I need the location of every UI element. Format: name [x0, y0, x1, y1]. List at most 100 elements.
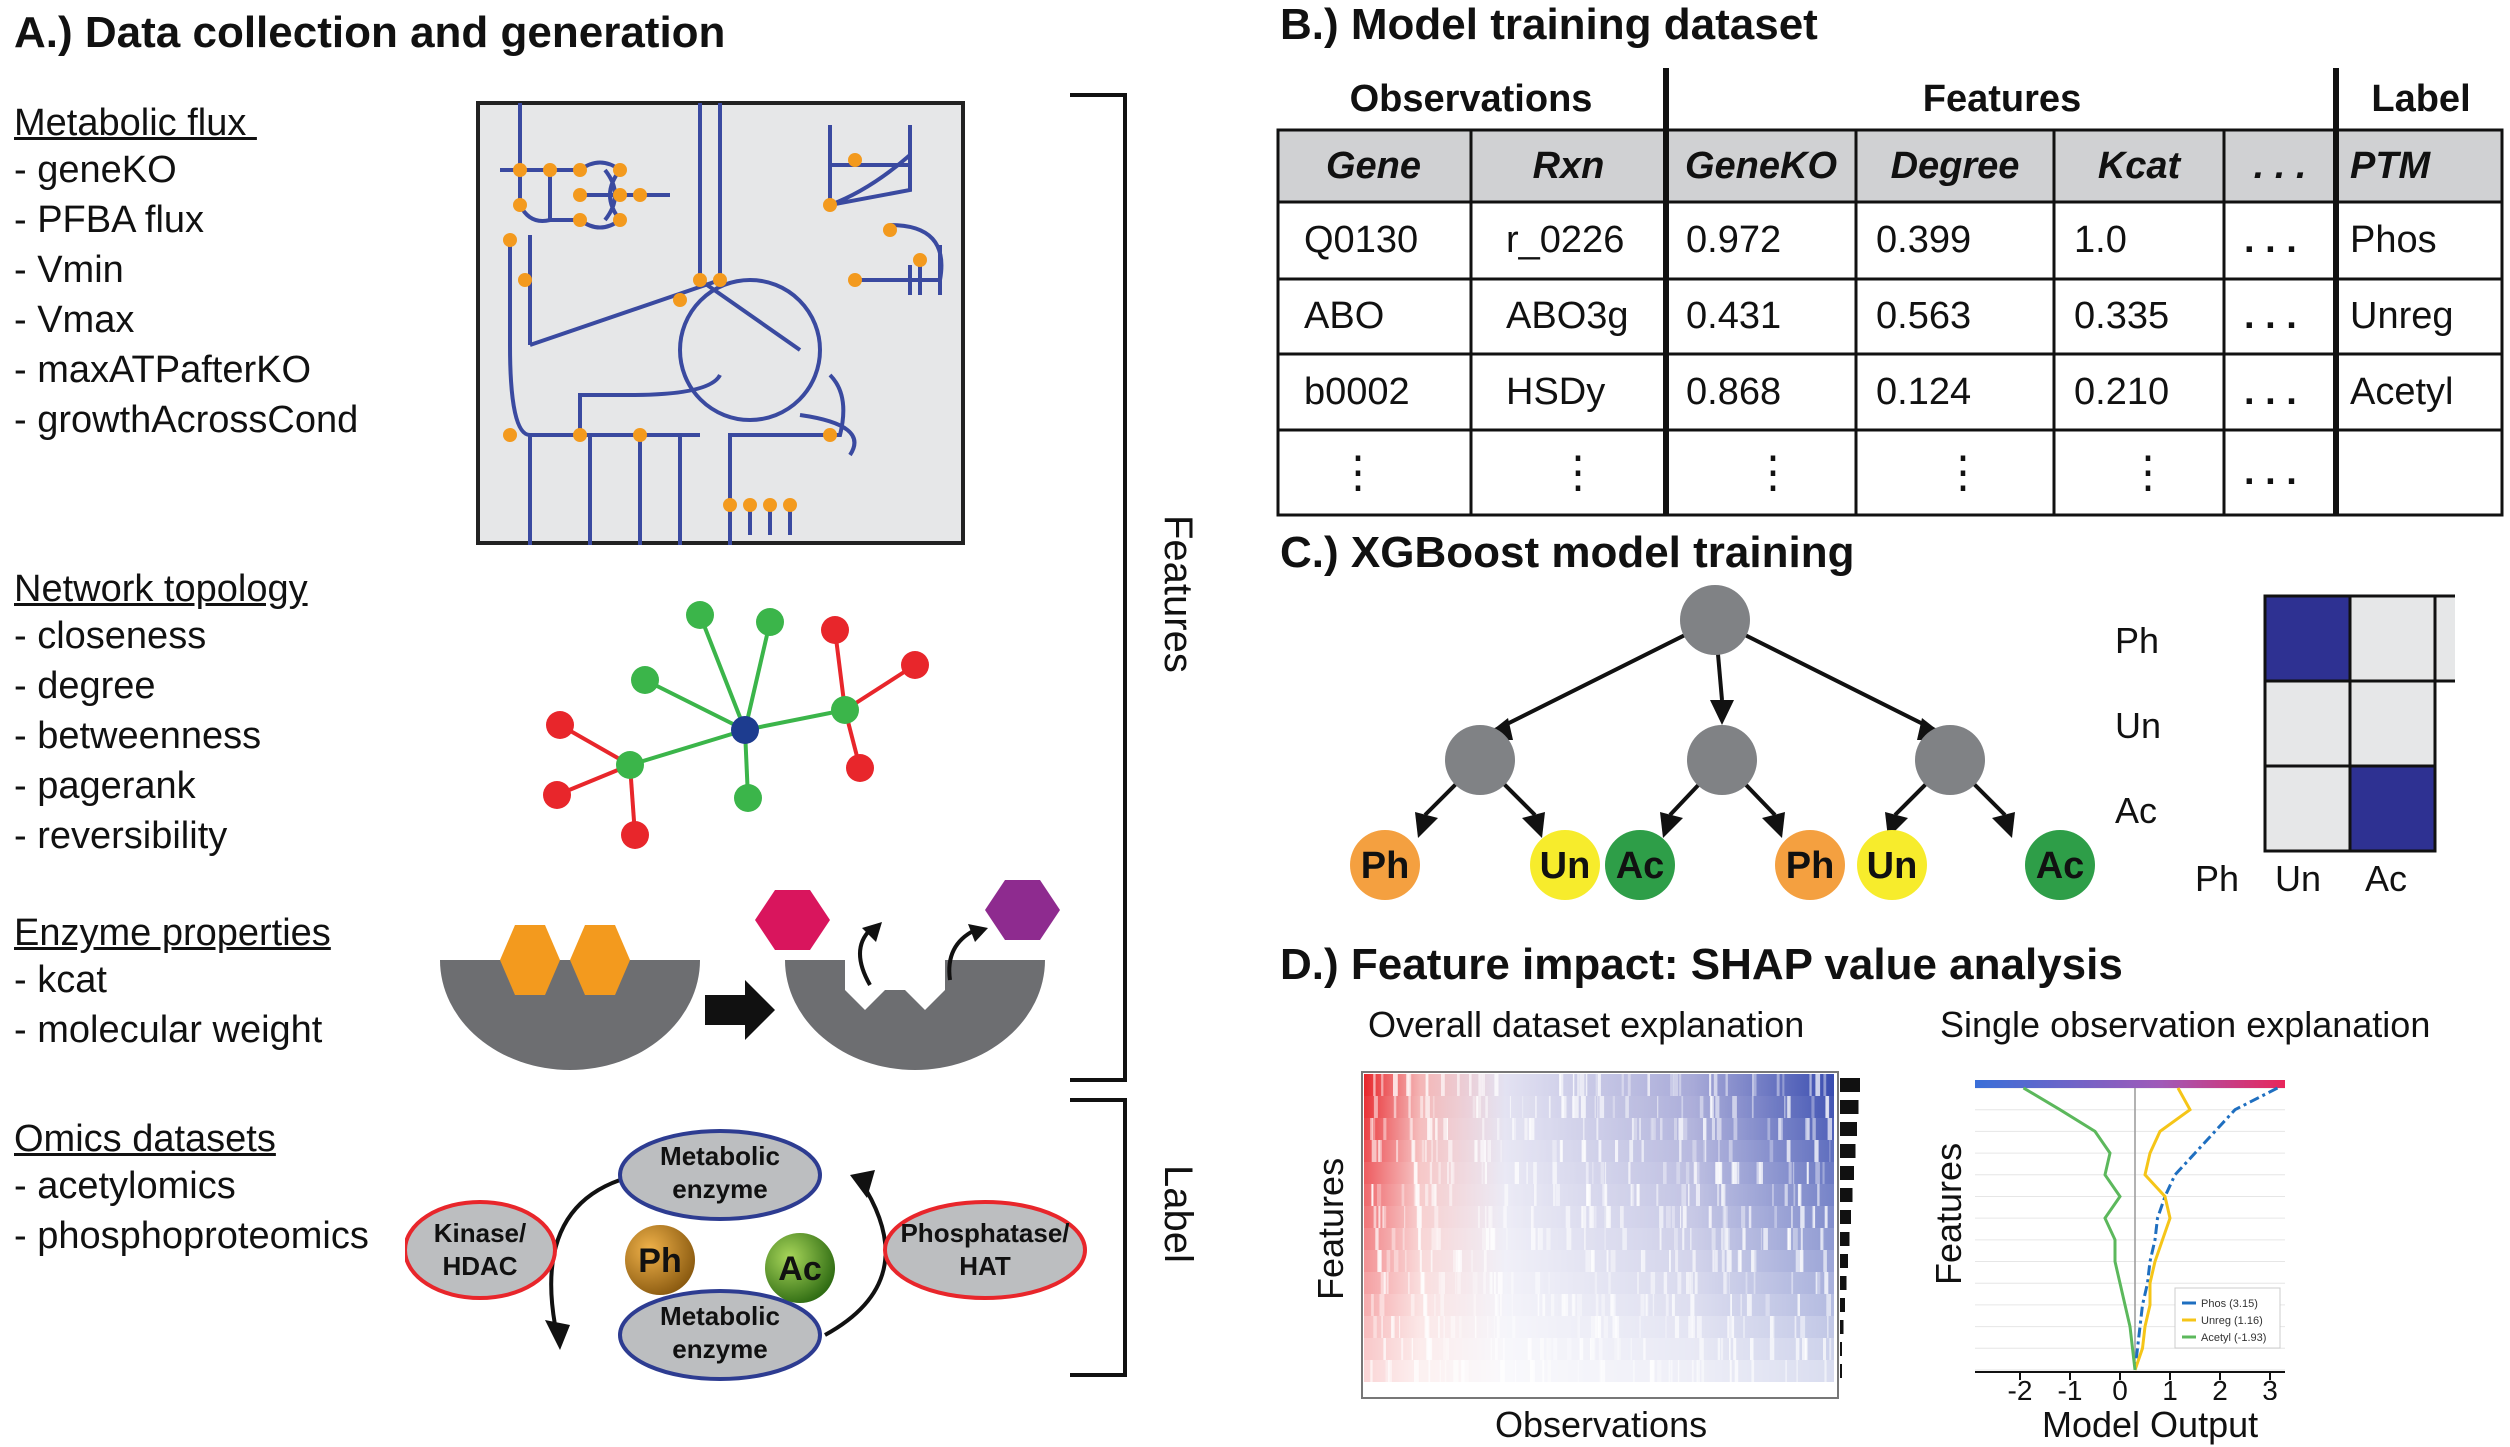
shap-line-chart: -2 -1 0 1 2 3 Phos (3.15) Unreg (1.16) Acetyl…: [1975, 1080, 2285, 1400]
metabolic-enzyme-bottom: [618, 1289, 822, 1381]
heatmap-row: [1364, 1118, 1834, 1140]
panel-a-title: A.) Data collection and generation: [14, 8, 726, 57]
leaf-un: [1530, 830, 1600, 900]
col-kcat: Kcat: [2097, 144, 2181, 187]
kinase-line1: Kinase/: [434, 1218, 527, 1248]
importance-bar: [1840, 1078, 1860, 1092]
series-line: [2133, 1087, 2192, 1371]
ac-badge: [765, 1233, 835, 1303]
list-item: - degree: [14, 665, 156, 707]
group-features: Features: [1922, 77, 2082, 120]
heatmap-row: [1364, 1338, 1834, 1360]
cell: 0.972: [1686, 219, 1782, 261]
legend-acetyl: Acetyl (-1.93): [2201, 1332, 2266, 1344]
importance-bar: [1840, 1122, 1857, 1136]
heatmap-row: [1364, 1140, 1834, 1162]
label-bracket-label: Label: [1156, 1165, 1200, 1263]
shap-heatmap: [1361, 1071, 1860, 1399]
list-item: - betweenness: [14, 715, 262, 757]
list-item: - growthAcrossCond: [14, 399, 359, 441]
matrix-col-un: Un: [2275, 858, 2322, 899]
heatmap-row: [1364, 1206, 1834, 1228]
leaf-label: Un: [1867, 845, 1918, 887]
leaf-label: Un: [1540, 845, 1591, 887]
importance-bar: [1840, 1298, 1845, 1312]
cell: 0.210: [2074, 370, 2170, 413]
cell: ⋮: [1336, 448, 1380, 497]
legend-phos: Phos (3.15): [2201, 1298, 2258, 1310]
list-item: - geneKO: [14, 149, 177, 191]
col-degree: Degree: [1890, 144, 2020, 187]
cell: Phos: [2350, 219, 2437, 261]
heatmap-row: [1364, 1096, 1834, 1118]
heatmap-row: [1364, 1272, 1834, 1294]
right-caption: Single observation explanation: [1940, 1004, 2431, 1045]
cell: ⋮: [1941, 448, 1985, 497]
importance-bar: [1840, 1210, 1851, 1224]
cell: 1.0: [2074, 219, 2127, 261]
list-item: - Vmax: [14, 299, 135, 341]
section-heading: Omics datasets: [14, 1118, 276, 1160]
leaf-ac: [1605, 830, 1675, 900]
xgboost-tree-diagram: Ph Un Ac Ph Un Ac: [1350, 585, 2095, 900]
cell: 0.868: [1686, 370, 1782, 413]
cell: ⋮: [1751, 448, 1795, 497]
heatmap-row: [1364, 1074, 1834, 1096]
heatmap-row: [1364, 1250, 1834, 1272]
list-item: - maxATPafterKO: [14, 349, 312, 391]
col-more: . . .: [2253, 144, 2307, 187]
phosphatase-line1: Phosphatase/: [900, 1218, 1069, 1248]
tree-node: [1687, 725, 1757, 795]
list-item: - molecular weight: [14, 1009, 323, 1051]
cell: . . .: [2244, 370, 2297, 413]
col-rxn: Rxn: [1532, 144, 1605, 187]
list-item: - Vmin: [14, 249, 124, 291]
confusion-matrix-grid: [2265, 596, 2437, 853]
x-tick-label: 2: [2212, 1375, 2228, 1400]
matrix-col-ac: Ac: [2365, 858, 2408, 899]
section-heading: Enzyme properties: [14, 912, 331, 954]
list-item: - reversibility: [14, 815, 228, 857]
importance-bar: [1840, 1188, 1853, 1202]
cell: 0.399: [1876, 219, 1972, 261]
network-topology-section: Network topology - closeness - degree - …: [14, 568, 308, 861]
heatmap-row: [1364, 1184, 1834, 1206]
kinase-hdac: [405, 1200, 557, 1300]
enzyme-bottom-line1: Metabolic: [660, 1301, 780, 1331]
heatmap-row: [1364, 1162, 1834, 1184]
panel-d-title: D.) Feature impact: SHAP value analysis: [1280, 940, 2123, 989]
importance-bar: [1840, 1254, 1848, 1268]
x-tick-label: -1: [2058, 1375, 2083, 1400]
x-tick-label: 1: [2162, 1375, 2178, 1400]
list-item: - pagerank: [14, 765, 196, 807]
leaf-label: Ac: [1616, 845, 1665, 887]
leaf-ph: [1775, 830, 1845, 900]
ac-label: Ac: [778, 1250, 821, 1288]
metabolic-network-diagram: [476, 101, 965, 545]
group-label: Label: [2371, 77, 2471, 120]
cell: 0.563: [1876, 295, 1972, 337]
cell: . . .: [2244, 295, 2297, 337]
matrix-row-ph: Ph: [2115, 620, 2160, 661]
leaf-label: Ph: [1786, 845, 1835, 887]
list-item: - acetylomics: [14, 1165, 236, 1207]
col-gene: Gene: [1325, 144, 1422, 187]
importance-bar: [1840, 1232, 1850, 1246]
cell: Q0130: [1304, 219, 1419, 261]
list-item: - closeness: [14, 615, 207, 657]
importance-bar: [1840, 1364, 1842, 1378]
x-tick-label: 0: [2112, 1375, 2128, 1400]
cell: 0.335: [2074, 295, 2170, 337]
cell: . . .: [2244, 451, 2297, 493]
enzyme-top-line1: Metabolic: [660, 1141, 780, 1171]
ph-label: Ph: [638, 1242, 681, 1280]
phosphatase-hat: [883, 1200, 1087, 1300]
cell: Unreg: [2350, 295, 2454, 337]
metabolic-enzyme-top: [618, 1129, 822, 1221]
section-heading: Metabolic flux: [14, 102, 257, 144]
series-line: [2022, 1086, 2137, 1371]
ph-badge: [625, 1225, 695, 1295]
table-grid: [1276, 68, 2504, 517]
panel-c-title: C.) XGBoost model training: [1280, 528, 1855, 577]
leaf-label: Ph: [1361, 845, 1410, 887]
